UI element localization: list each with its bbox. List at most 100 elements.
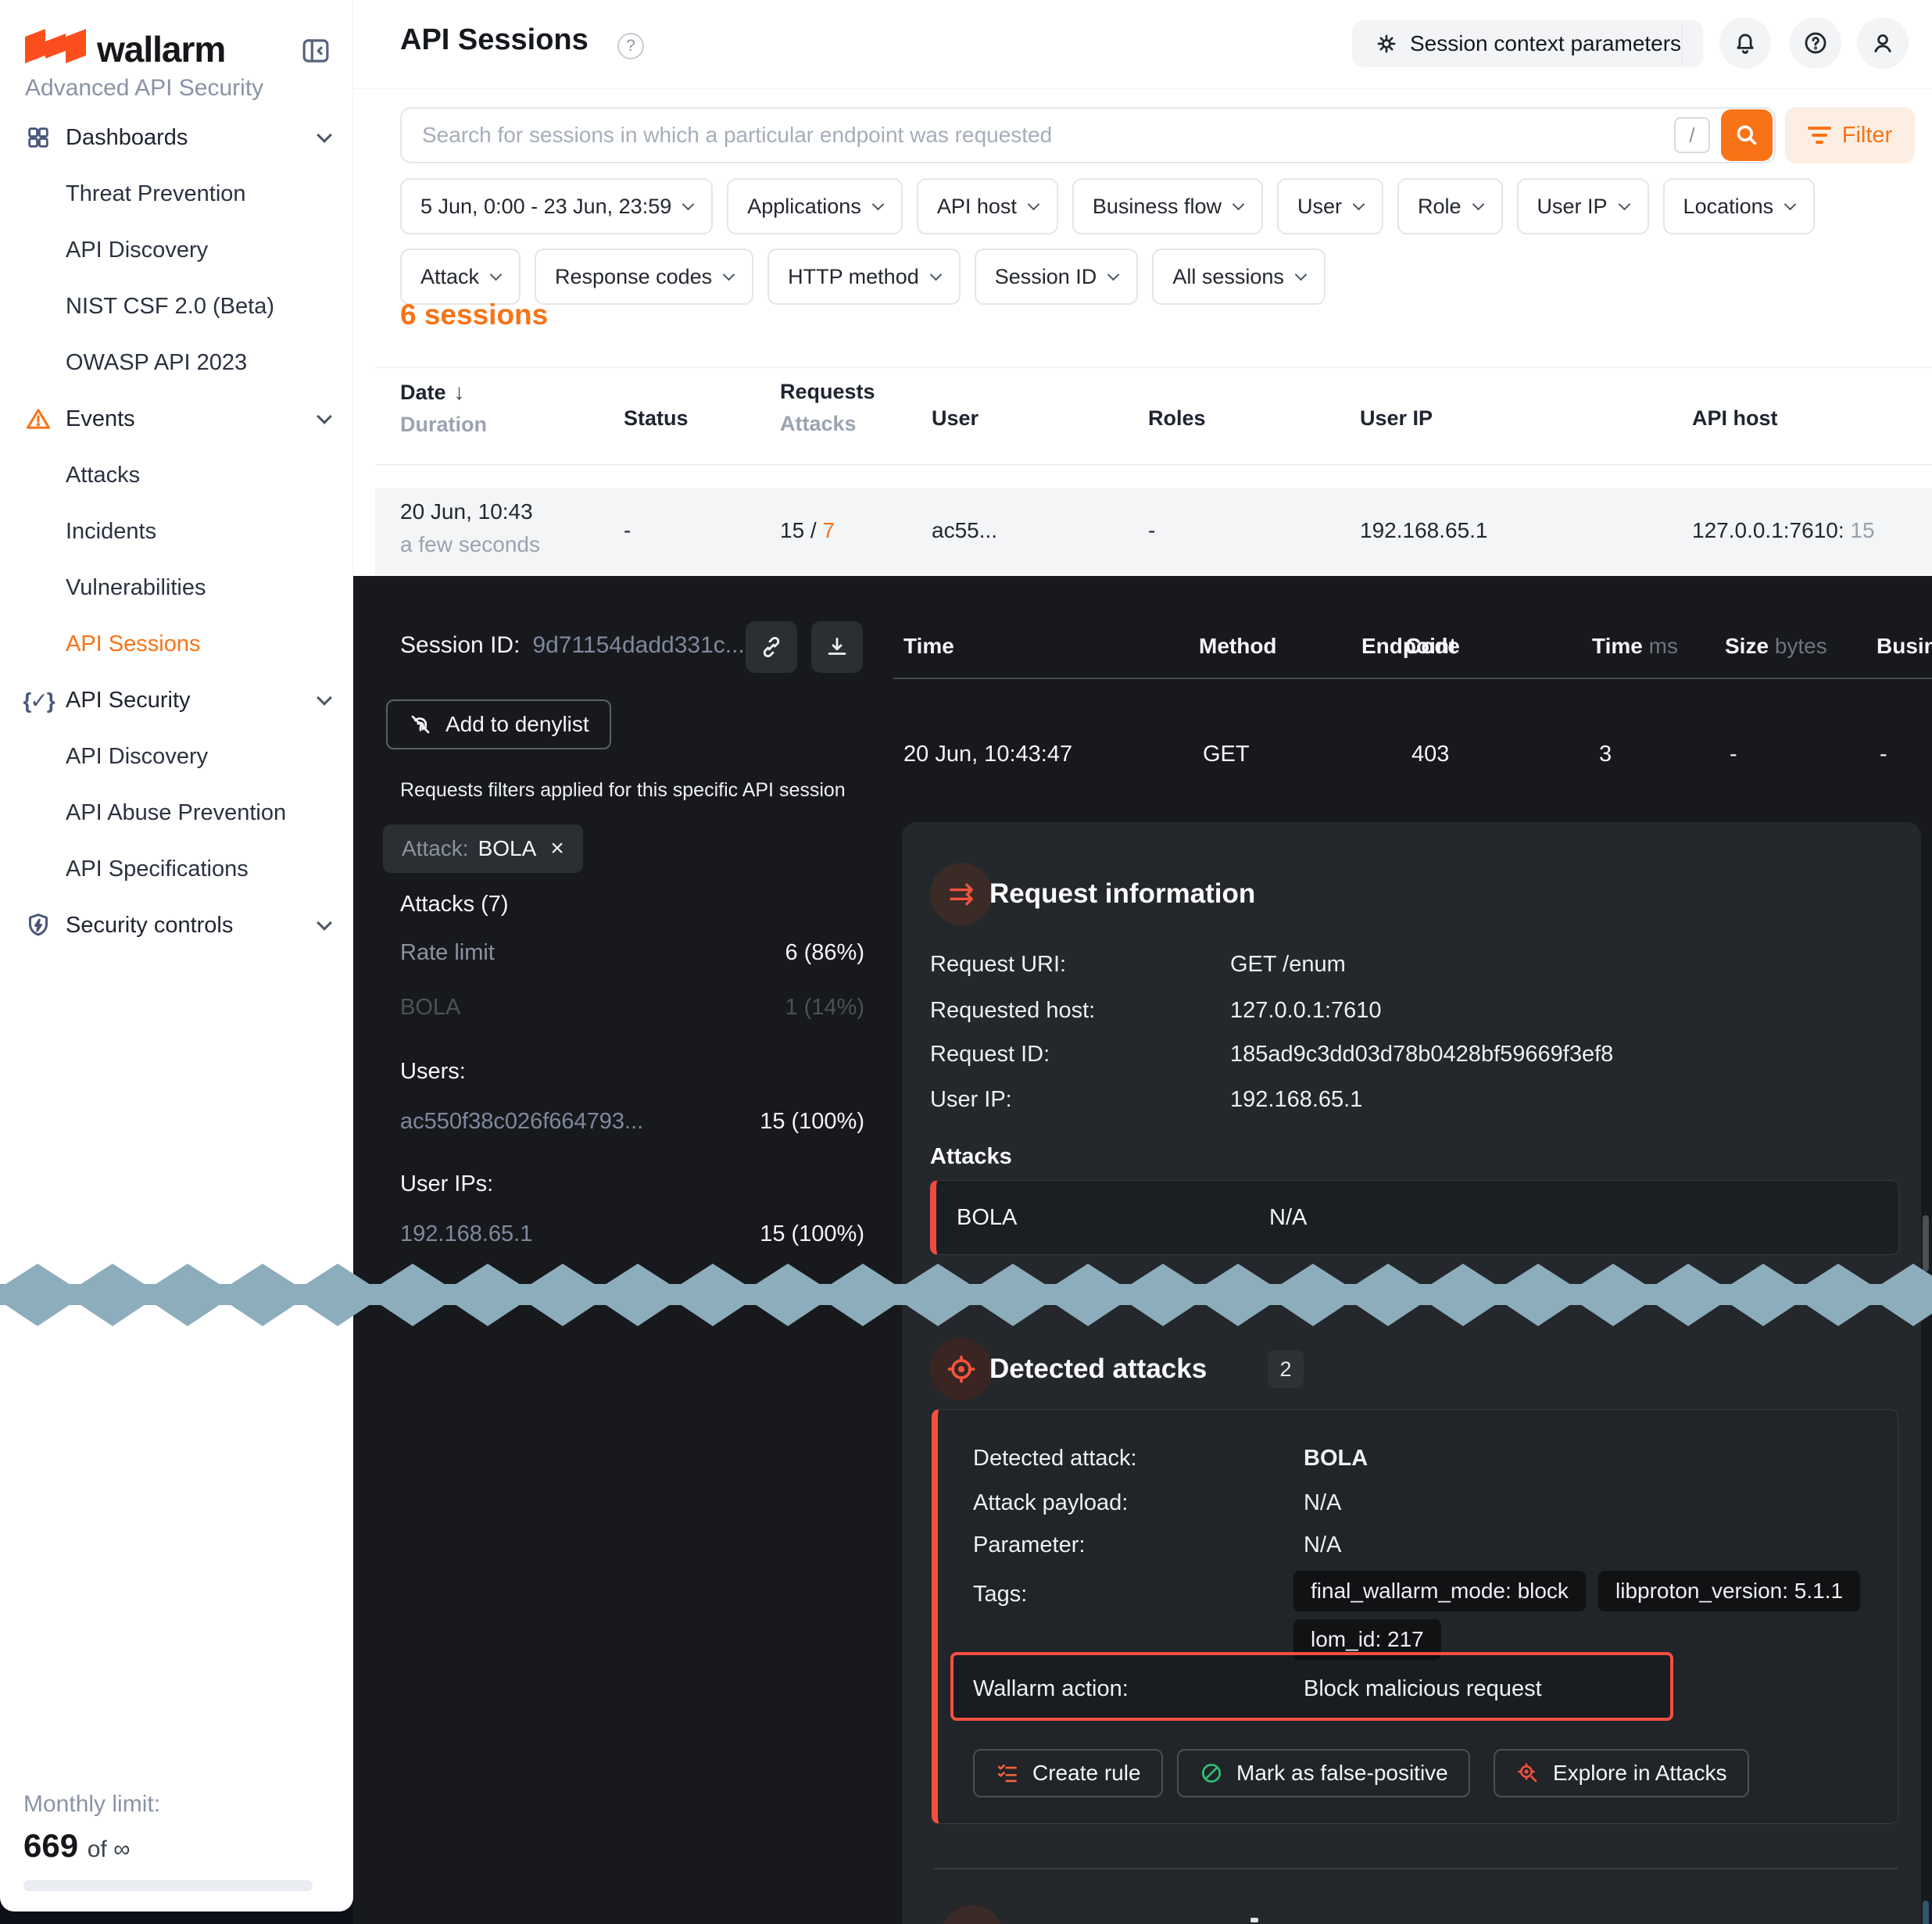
stat-row-rate-limit[interactable]: Rate limit 6 (86%) [400, 940, 864, 965]
req-col-endpoint[interactable]: Endpoint [1361, 634, 1457, 658]
session-id-value[interactable]: 9d71154dadd331c... [532, 632, 745, 658]
account-button[interactable] [1857, 17, 1909, 69]
mark-false-positive-button[interactable]: Mark as false-positive [1177, 1749, 1470, 1797]
filter-chip-user-ip[interactable]: User IP [1516, 178, 1649, 234]
filter-chip-role[interactable]: Role [1397, 178, 1503, 234]
session-context-parameters-label: Session context parameters [1410, 31, 1682, 55]
detected-attack-card: Detected attack: BOLA Attack payload: N/… [932, 1409, 1898, 1824]
sidebar-item-api-security[interactable]: {✓} API Security [0, 672, 353, 728]
chevron-down-icon [1352, 198, 1365, 211]
sidebar-item-owasp-api[interactable]: OWASP API 2023 [66, 349, 248, 375]
session-context-parameters-button[interactable]: Session context parameters [1352, 20, 1704, 67]
stat-row-user-ip[interactable]: 192.168.65.1 15 (100%) [400, 1221, 864, 1246]
sidebar-item-api-discovery[interactable]: API Discovery [66, 743, 209, 769]
sidebar-item-api-sessions[interactable]: API Sessions [66, 631, 201, 656]
filter-chip-locations[interactable]: Locations [1662, 178, 1816, 234]
sidebar-collapse-button[interactable] [299, 34, 332, 67]
sidebar-item-nist-csf[interactable]: NIST CSF 2.0 (Beta) [66, 293, 274, 319]
column-header-user[interactable]: User [932, 406, 979, 430]
session-detail-panel: Session ID: 9d71154dadd331c... Add to de… [353, 576, 891, 1924]
filter-chip-business-flow[interactable]: Business flow [1072, 178, 1263, 234]
cell-user-ip: 192.168.65.1 [1360, 518, 1488, 542]
close-icon[interactable]: × [550, 835, 564, 861]
help-button[interactable] [1790, 17, 1841, 69]
add-to-denylist-button[interactable]: Add to denylist [386, 699, 611, 749]
sidebar-item-api-specifications[interactable]: API Specifications [66, 856, 249, 882]
chevron-down-icon [317, 409, 332, 424]
sidebar-item-api-abuse-prevention[interactable]: API Abuse Prevention [66, 799, 287, 825]
filter-chip-http-method[interactable]: HTTP method [767, 249, 961, 305]
chevron-down-icon [317, 690, 332, 706]
chevron-down-icon [1232, 198, 1245, 211]
sidebar-item-attacks[interactable]: Attacks [66, 462, 141, 488]
attack-summary-row[interactable]: BOLA N/A [930, 1180, 1899, 1255]
warning-triangle-icon [23, 404, 53, 434]
collapse-panel-icon [302, 39, 329, 63]
cell-roles: - [1148, 518, 1156, 542]
req-col-time-ms[interactable]: Time ms [1592, 634, 1678, 658]
search-button[interactable] [1721, 109, 1773, 161]
sidebar-nav: Dashboards Threat Prevention API Discove… [0, 109, 353, 953]
sidebar-item-security-controls[interactable]: Security controls [0, 897, 353, 953]
help-icon [1805, 32, 1826, 54]
filter-chip-session-id[interactable]: Session ID [974, 249, 1139, 305]
filter-chip-api-host[interactable]: API host [916, 178, 1058, 234]
section-divider [933, 1868, 1898, 1869]
sidebar-item-api-discovery-dash[interactable]: API Discovery [66, 237, 209, 263]
column-header-date[interactable]: Date ↓ Duration [400, 380, 487, 436]
filter-chip-attack[interactable]: Attack [400, 249, 521, 305]
user-ip-value: 192.168.65.1 [1230, 1087, 1363, 1112]
filter-chip-all-sessions[interactable]: All sessions [1152, 249, 1326, 305]
filter-chip-response-codes[interactable]: Response codes [535, 249, 754, 305]
sidebar-item-incidents[interactable]: Incidents [66, 518, 157, 544]
sidebar-item-dashboards[interactable]: Dashboards [0, 109, 353, 166]
next-section-text-partial [1250, 1918, 1258, 1922]
search-input[interactable]: Search for sessions in which a particula… [422, 123, 1053, 147]
req-col-size[interactable]: Size bytes [1725, 634, 1827, 658]
copy-link-button[interactable] [746, 621, 797, 673]
filter-chip-date-range[interactable]: 5 Jun, 0:00 - 23 Jun, 23:59 [400, 178, 714, 234]
column-header-roles[interactable]: Roles [1148, 406, 1206, 430]
req-cell-size: - [1730, 742, 1737, 767]
scrollbar-thumb[interactable] [1923, 1215, 1929, 1271]
bell-icon [1737, 34, 1754, 54]
title-help-icon[interactable]: ? [617, 33, 644, 59]
fingerprint-off-icon [411, 715, 430, 734]
tags-label: Tags: [973, 1582, 1028, 1607]
session-table-row[interactable]: 20 Jun, 10:43 a few seconds - 15 / 7 ac5… [375, 488, 1932, 576]
filter-button[interactable]: Filter [1785, 107, 1915, 163]
req-col-time[interactable]: Time [903, 634, 954, 658]
filter-chip-applications[interactable]: Applications [727, 178, 903, 234]
create-rule-button[interactable]: Create rule [973, 1749, 1163, 1797]
brand-tagline: Advanced API Security [25, 75, 264, 101]
stat-row-bola[interactable]: BOLA 1 (14%) [400, 995, 864, 1020]
sort-desc-icon[interactable]: ↓ [453, 380, 465, 404]
filter-icon [1807, 123, 1831, 148]
chevron-down-icon [929, 268, 943, 281]
column-header-requests[interactable]: Requests Attacks [780, 380, 875, 435]
detected-attack-label: Detected attack: [973, 1446, 1137, 1471]
column-header-user-ip[interactable]: User IP [1360, 406, 1433, 430]
chevron-down-icon [1294, 268, 1308, 281]
stat-row-user[interactable]: ac550f38c026f664793... 15 (100%) [400, 1109, 864, 1134]
main-content-area: API Sessions ? Session context parameter… [353, 0, 1932, 576]
attack-payload-value: N/A [1304, 1490, 1342, 1515]
sidebar-item-threat-prevention[interactable]: Threat Prevention [66, 181, 246, 206]
notifications-button[interactable] [1719, 17, 1771, 69]
sidebar-item-events[interactable]: Events [0, 391, 353, 447]
req-col-method[interactable]: Method [1199, 634, 1277, 658]
sidebar-item-vulnerabilities[interactable]: Vulnerabilities [66, 574, 206, 600]
req-col-code[interactable]: Code [1405, 634, 1460, 658]
chevron-down-icon [1027, 198, 1040, 211]
req-col-business[interactable]: Business flow [1877, 634, 1932, 658]
explore-in-attacks-button[interactable]: Explore in Attacks [1494, 1749, 1749, 1797]
filter-chip-user[interactable]: User [1276, 178, 1383, 234]
scrollbar-thumb-bottom[interactable] [1923, 1901, 1929, 1924]
column-header-status[interactable]: Status [624, 406, 689, 430]
download-button[interactable] [811, 621, 863, 673]
req-cell-time[interactable]: 20 Jun, 10:43:47 [903, 742, 1073, 767]
search-bar[interactable]: Search for sessions in which a particula… [400, 107, 1776, 163]
column-header-api-host[interactable]: API host [1692, 406, 1778, 430]
attack-bola-filter-chip[interactable]: Attack: BOLA × [383, 824, 583, 873]
